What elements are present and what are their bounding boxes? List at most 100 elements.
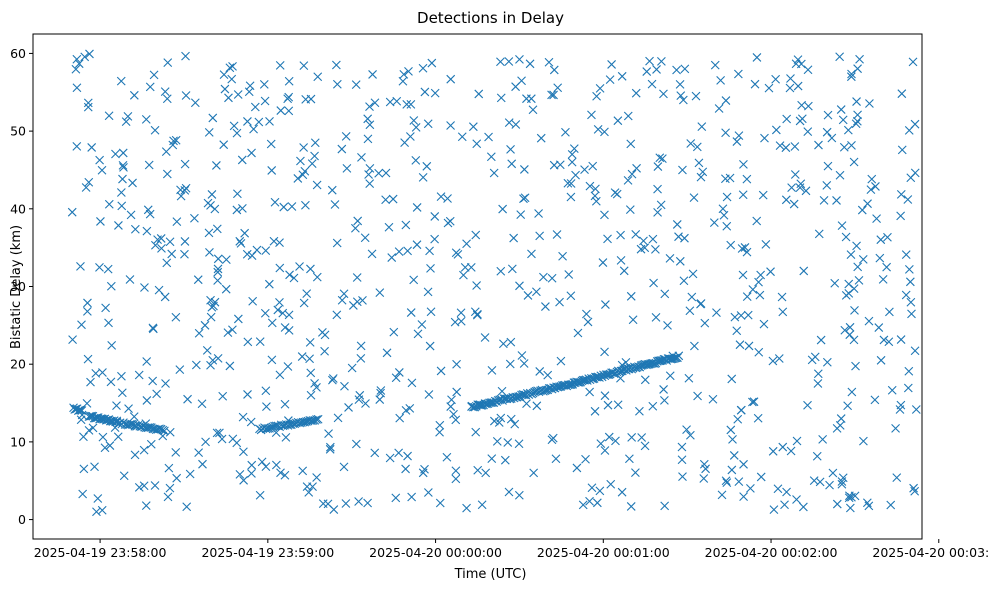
detection-point [649,278,658,288]
detection-point [504,487,514,497]
detection-point [350,223,360,233]
detection-point [896,211,906,221]
detection-point [212,428,222,438]
detection-point [171,135,181,145]
detection-point [653,184,662,194]
detection-point [367,249,377,259]
detection-point [406,100,416,109]
detection-point [519,194,528,204]
detection-point [874,323,884,332]
detection-point [503,438,513,447]
detection-point [150,125,160,135]
detection-point [761,239,771,249]
detection-point [727,374,737,384]
detection-point [117,371,126,381]
detection-point [198,459,207,469]
detection-point [825,480,834,490]
detection-point [845,503,855,513]
detection-point [249,124,258,134]
detection-point [509,233,519,243]
detection-point [84,412,94,421]
detection-point [119,162,128,172]
detection-point [617,487,627,497]
detection-point [778,307,788,317]
detection-point [563,178,573,188]
detection-point [190,213,199,223]
detection-point [607,60,616,69]
detection-point [106,281,116,291]
detection-point [510,419,520,429]
y-tick-label: 50 [10,124,26,139]
detection-point [204,128,214,137]
detection-point [320,346,329,356]
detection-point [324,429,333,438]
detection-point [832,196,841,205]
detection-point [901,250,911,260]
detection-point [220,84,230,94]
detection-point [887,385,897,395]
detection-point [886,500,896,510]
detection-point [381,168,391,178]
detection-point [847,69,856,79]
detection-point [218,391,228,401]
detection-point [394,368,404,377]
detection-point [247,469,256,478]
detection-point [896,189,906,199]
detection-point [528,105,538,115]
detection-point [310,415,320,425]
detection-point [660,501,670,511]
detection-point [117,201,127,211]
detection-point [592,498,602,508]
detection-point [451,466,461,476]
detection-point [910,168,920,178]
detection-point [305,354,314,364]
detection-point [357,152,366,162]
detection-point [660,289,670,299]
detection-point [387,253,397,262]
detection-point [325,442,335,452]
detection-point [732,137,742,146]
detection-point [72,142,82,151]
detection-point [882,262,892,272]
detection-point [391,493,401,503]
detection-point [879,335,889,345]
detection-point [657,154,667,164]
x-tick-label: 2025-04-19 23:58:00 [34,545,167,560]
detection-point [786,446,796,456]
detection-point [907,309,916,319]
detection-point [697,122,707,132]
detection-point [603,234,612,244]
detection-point [456,308,466,318]
detection-point [901,290,911,300]
x-tick-label: 2025-04-20 00:02:00 [705,545,838,560]
detection-point [365,179,375,189]
detection-point [585,387,595,397]
detection-point [803,127,813,136]
detection-point [519,359,529,368]
detection-point [749,397,759,407]
detection-point [117,388,127,398]
detection-point [759,319,769,329]
detection-point [847,140,856,150]
detection-point [507,264,517,274]
detection-point [163,58,173,67]
detection-point [95,155,105,165]
detection-point [790,142,800,151]
detection-point [527,249,536,259]
detection-point [208,355,218,365]
detection-point [843,401,853,411]
detection-point [67,207,77,217]
detection-point [96,217,105,226]
detection-point [420,87,430,97]
detection-point [768,446,778,456]
detection-point [536,133,546,143]
detection-point [353,216,363,226]
detection-point [165,427,175,437]
detection-point [312,415,321,424]
detection-point [149,70,159,80]
detection-point [534,209,543,218]
detection-point [288,419,298,428]
detection-point [81,183,91,192]
detection-point [280,470,290,480]
detection-point [849,335,859,345]
